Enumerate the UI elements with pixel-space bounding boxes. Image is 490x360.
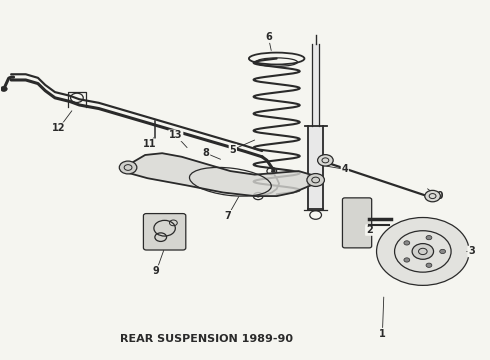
Text: 10: 10 (431, 191, 444, 201)
Circle shape (256, 195, 260, 198)
Circle shape (412, 244, 434, 259)
FancyBboxPatch shape (144, 213, 186, 250)
Text: 5: 5 (229, 145, 236, 155)
Circle shape (307, 174, 324, 186)
Text: REAR SUSPENSION 1989-90: REAR SUSPENSION 1989-90 (120, 334, 293, 344)
Text: 13: 13 (169, 130, 183, 140)
Text: 1: 1 (379, 329, 386, 339)
Text: 2: 2 (366, 225, 372, 235)
Circle shape (318, 155, 333, 166)
Circle shape (404, 241, 410, 245)
Circle shape (440, 249, 445, 253)
Text: 6: 6 (265, 32, 272, 42)
Circle shape (425, 190, 441, 202)
Text: 11: 11 (143, 139, 157, 149)
Circle shape (0, 86, 7, 91)
FancyBboxPatch shape (343, 198, 372, 248)
Polygon shape (128, 153, 316, 196)
Text: 8: 8 (202, 148, 209, 158)
Text: 4: 4 (342, 164, 348, 174)
Circle shape (376, 217, 469, 285)
Text: 9: 9 (153, 266, 160, 276)
Circle shape (426, 263, 432, 267)
Circle shape (404, 258, 410, 262)
Circle shape (426, 235, 432, 240)
Text: 7: 7 (224, 211, 231, 221)
Text: 3: 3 (468, 247, 475, 256)
Circle shape (119, 161, 137, 174)
Text: 12: 12 (52, 123, 66, 133)
